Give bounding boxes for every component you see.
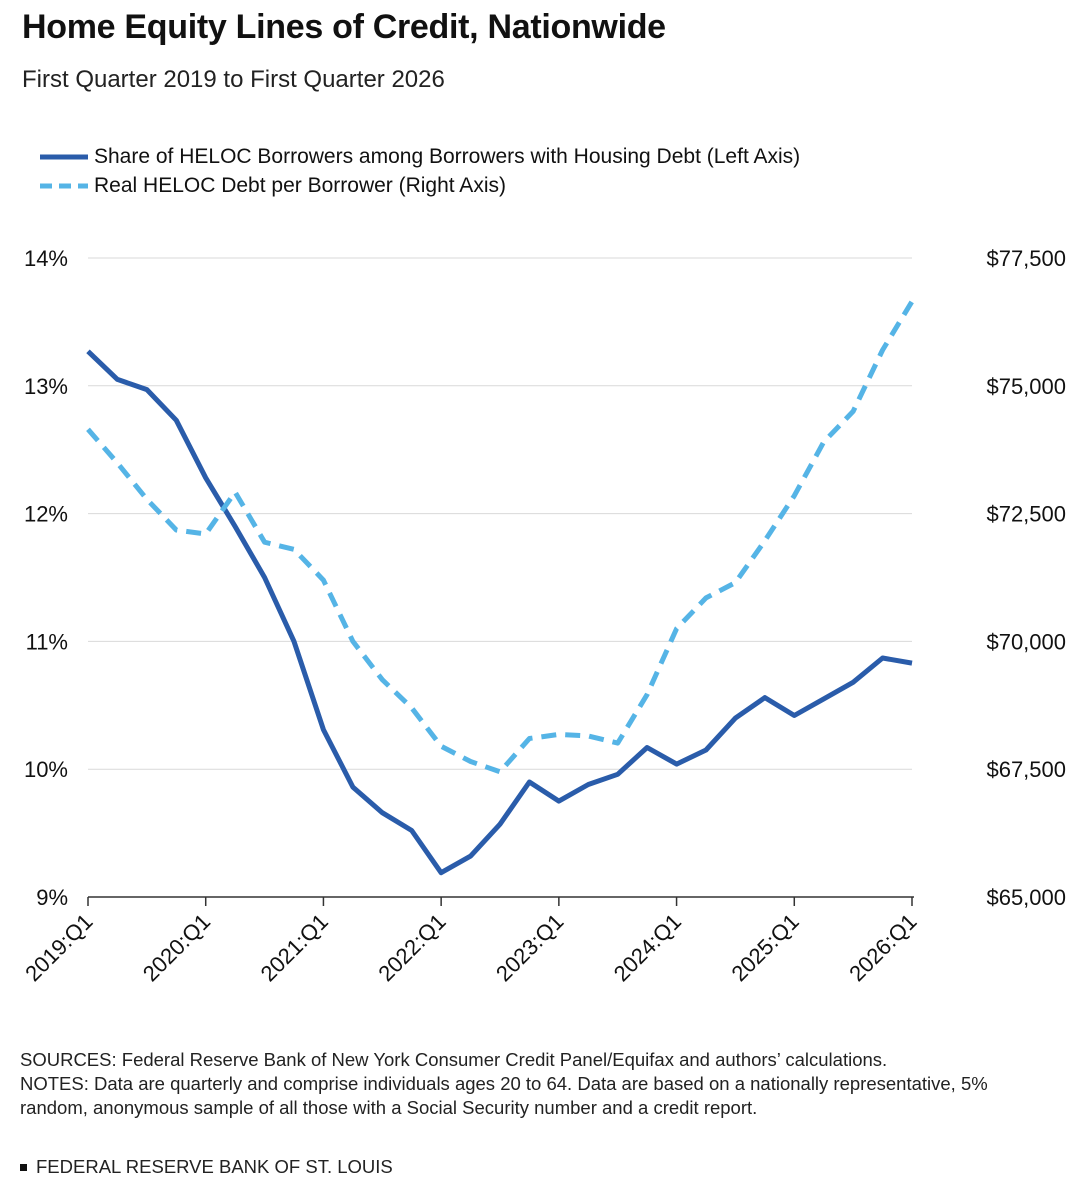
legend: Share of HELOC Borrowers among Borrowers… bbox=[40, 142, 800, 200]
left-axis-tick-label: 13% bbox=[24, 374, 68, 399]
right-axis-tick-label: $67,500 bbox=[986, 757, 1066, 782]
series-line-real-heloc-debt bbox=[86, 300, 915, 775]
line-chart: 9% 10% 11% 12% 13% 14% $65,000 $67,500 $70,000 $7… bbox=[20, 246, 1066, 986]
left-axis-tick-label: 11% bbox=[26, 629, 68, 654]
x-axis-tick-label: 2024:Q1 bbox=[609, 909, 686, 986]
right-axis-tick-label: $65,000 bbox=[986, 885, 1066, 910]
x-axis-tick-label: 2020:Q1 bbox=[138, 909, 215, 986]
left-axis-tick-label: 14% bbox=[24, 246, 68, 271]
legend-label-debt: Real HELOC Debt per Borrower (Right Axis… bbox=[94, 173, 506, 197]
notes: SOURCES: Federal Reserve Bank of New Yor… bbox=[20, 1048, 1060, 1120]
footer: FEDERAL RESERVE BANK OF ST. LOUIS bbox=[20, 1156, 393, 1178]
legend-item-debt: Real HELOC Debt per Borrower (Right Axis… bbox=[40, 171, 800, 200]
legend-swatch-dashed bbox=[40, 183, 88, 188]
left-axis-tick-label: 9% bbox=[36, 885, 68, 910]
left-axis-tick-label: 12% bbox=[24, 502, 68, 527]
x-axis-tick-label: 2022:Q1 bbox=[373, 909, 450, 986]
left-axis-tick-label: 10% bbox=[24, 757, 68, 782]
footer-label: FEDERAL RESERVE BANK OF ST. LOUIS bbox=[36, 1156, 393, 1177]
legend-item-share: Share of HELOC Borrowers among Borrowers… bbox=[40, 142, 800, 171]
right-axis-tick-label: $77,500 bbox=[986, 246, 1066, 271]
notes-text: NOTES: Data are quarterly and comprise i… bbox=[20, 1073, 988, 1118]
x-axis-tick-label: 2023:Q1 bbox=[491, 909, 568, 986]
right-axis-tick-label: $70,000 bbox=[986, 629, 1066, 654]
x-axis-tick-label: 2021:Q1 bbox=[256, 909, 333, 986]
footer-square-icon bbox=[20, 1163, 27, 1171]
right-axis-tick-label: $75,000 bbox=[986, 374, 1066, 399]
chart-subtitle: First Quarter 2019 to First Quarter 2026 bbox=[22, 66, 445, 93]
x-axis-tick-label: 2025:Q1 bbox=[726, 909, 803, 986]
sources-text: SOURCES: Federal Reserve Bank of New Yor… bbox=[20, 1049, 888, 1070]
legend-label-share: Share of HELOC Borrowers among Borrowers… bbox=[94, 144, 801, 168]
x-axis-tick-label: 2026:Q1 bbox=[844, 909, 921, 986]
x-axis-tick-label: 2019:Q1 bbox=[20, 909, 97, 986]
legend-swatch-solid bbox=[40, 154, 88, 159]
right-axis-tick-label: $72,500 bbox=[986, 502, 1066, 527]
series-line-heloc-share bbox=[86, 349, 913, 876]
chart-title: Home Equity Lines of Credit, Nationwide bbox=[22, 8, 666, 46]
